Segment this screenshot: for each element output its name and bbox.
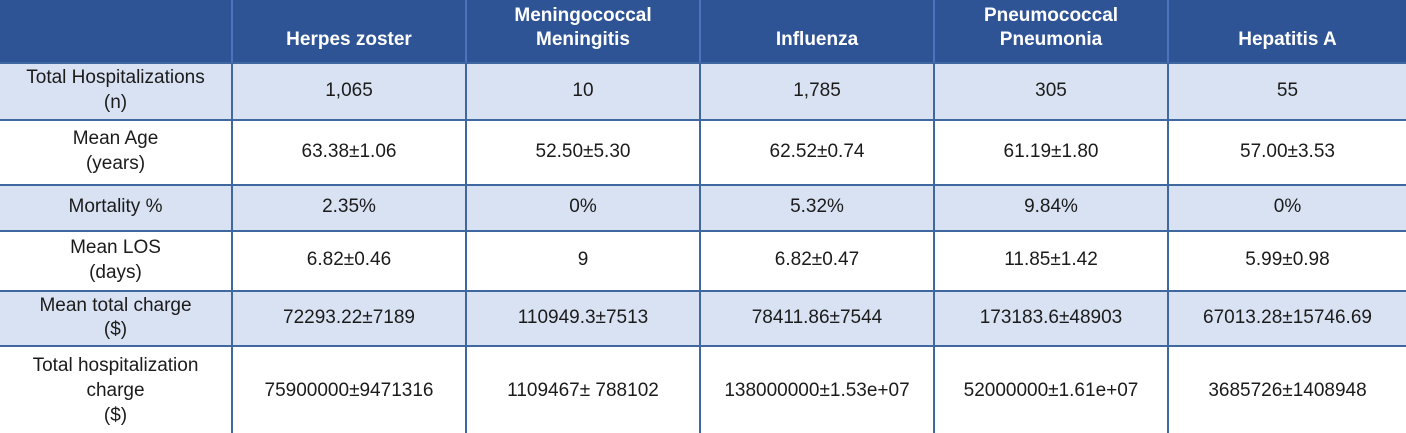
data-cell: 10 xyxy=(465,61,701,121)
header-cell-herpes-zoster: Herpes zoster xyxy=(231,0,466,64)
row-label: Total hospitalization charge ($) xyxy=(0,345,233,433)
data-cell: 57.00±3.53 xyxy=(1167,118,1406,186)
row-label: Mean total charge ($) xyxy=(0,289,233,348)
data-cell: 52000000±1.61e+07 xyxy=(933,345,1169,433)
header-cell-blank xyxy=(0,0,232,64)
table-row-total-hospitalizations: Total Hospitalizations (n) 1,065 10 1,78… xyxy=(0,61,1406,121)
data-cell: 55 xyxy=(1167,61,1406,121)
data-cell: 52.50±5.30 xyxy=(465,118,701,186)
data-cell: 78411.86±7544 xyxy=(699,289,935,348)
header-cell-influenza: Influenza xyxy=(699,0,934,64)
row-label: Total Hospitalizations (n) xyxy=(0,61,233,121)
data-cell: 6.82±0.46 xyxy=(231,229,467,292)
data-cell: 138000000±1.53e+07 xyxy=(699,345,935,433)
data-cell: 75900000±9471316 xyxy=(231,345,467,433)
data-cell: 72293.22±7189 xyxy=(231,289,467,348)
data-cell: 1,065 xyxy=(231,61,467,121)
table-row-mean-los: Mean LOS (days) 6.82±0.46 9 6.82±0.47 11… xyxy=(0,229,1406,292)
row-label: Mean Age (years) xyxy=(0,118,233,186)
data-cell: 63.38±1.06 xyxy=(231,118,467,186)
data-cell: 110949.3±7513 xyxy=(465,289,701,348)
table-row-mean-age: Mean Age (years) 63.38±1.06 52.50±5.30 6… xyxy=(0,118,1406,186)
data-cell: 9.84% xyxy=(933,183,1169,232)
data-cell: 305 xyxy=(933,61,1169,121)
data-cell: 2.35% xyxy=(231,183,467,232)
header-cell-hepatitis-a: Hepatitis A xyxy=(1167,0,1406,64)
table-row-mortality: Mortality % 2.35% 0% 5.32% 9.84% 0% xyxy=(0,183,1406,232)
data-cell: 1,785 xyxy=(699,61,935,121)
table-row-total-hospitalization-charge: Total hospitalization charge ($) 7590000… xyxy=(0,345,1406,433)
header-cell-meningococcal-meningitis: Meningococcal Meningitis xyxy=(465,0,700,64)
data-cell: 6.82±0.47 xyxy=(699,229,935,292)
data-cell: 67013.28±15746.69 xyxy=(1167,289,1406,348)
row-label: Mortality % xyxy=(0,183,233,232)
data-cell: 3685726±1408948 xyxy=(1167,345,1406,433)
data-cell: 62.52±0.74 xyxy=(699,118,935,186)
data-cell: 173183.6±48903 xyxy=(933,289,1169,348)
header-row: Herpes zoster Meningococcal Meningitis I… xyxy=(0,0,1406,64)
data-cell: 5.99±0.98 xyxy=(1167,229,1406,292)
data-cell: 61.19±1.80 xyxy=(933,118,1169,186)
table-row-mean-total-charge: Mean total charge ($) 72293.22±7189 1109… xyxy=(0,289,1406,348)
row-label: Mean LOS (days) xyxy=(0,229,233,292)
data-cell: 0% xyxy=(465,183,701,232)
data-cell: 1109467± 788102 xyxy=(465,345,701,433)
data-cell: 0% xyxy=(1167,183,1406,232)
data-cell: 9 xyxy=(465,229,701,292)
data-cell: 5.32% xyxy=(699,183,935,232)
data-cell: 11.85±1.42 xyxy=(933,229,1169,292)
header-cell-pneumococcal-pneumonia: Pneumococcal Pneumonia xyxy=(933,0,1168,64)
